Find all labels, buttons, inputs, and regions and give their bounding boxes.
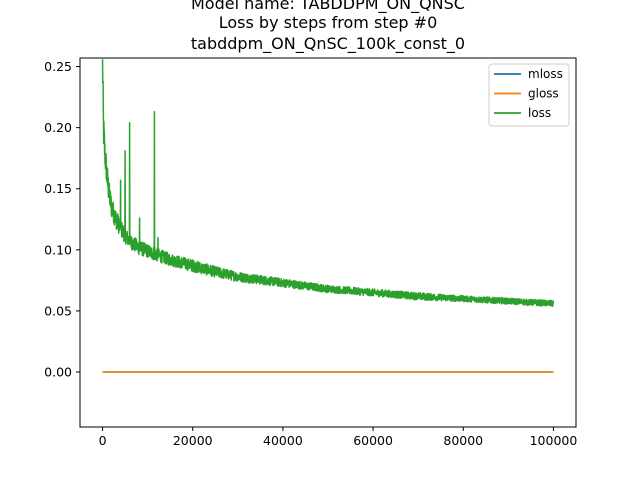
- y-tick-label: 0.10: [44, 242, 72, 257]
- y-tick-label: 0.05: [44, 303, 72, 318]
- x-tick-label: 100000: [530, 433, 578, 448]
- x-tick-label: 60000: [353, 433, 393, 448]
- axis-layer: 0 20000 40000 60000 80000 100000 0.00 0.05 0.10 0…: [44, 59, 577, 448]
- x-tick-label: 40000: [263, 433, 303, 448]
- legend-label-loss: loss: [528, 106, 551, 120]
- chart-title-line-3: tabddpm_ON_QnSC_100k_const_0: [191, 34, 465, 54]
- y-tick-label: 0.15: [44, 181, 72, 196]
- series-layer: [101, 59, 555, 373]
- legend-box: [488, 63, 570, 127]
- plot-frame: [79, 57, 577, 428]
- legend-label-mloss: mloss: [528, 67, 563, 81]
- y-tick-label: 0.20: [44, 120, 72, 135]
- legend-label-gloss: gloss: [528, 87, 559, 101]
- y-tick-label: 0.00: [44, 365, 72, 380]
- x-tick-label: 0: [99, 433, 107, 448]
- series-line-loss: [101, 59, 555, 307]
- chart-title-line-2: Loss by steps from step #0: [219, 13, 438, 32]
- legend: mloss gloss loss: [488, 63, 570, 127]
- x-tick-label: 80000: [443, 433, 483, 448]
- x-tick-label: 20000: [173, 433, 213, 448]
- y-tick-label: 0.25: [44, 59, 72, 74]
- chart-title-line-1: Model name: TABDDPM_ON_QNSC: [191, 0, 465, 14]
